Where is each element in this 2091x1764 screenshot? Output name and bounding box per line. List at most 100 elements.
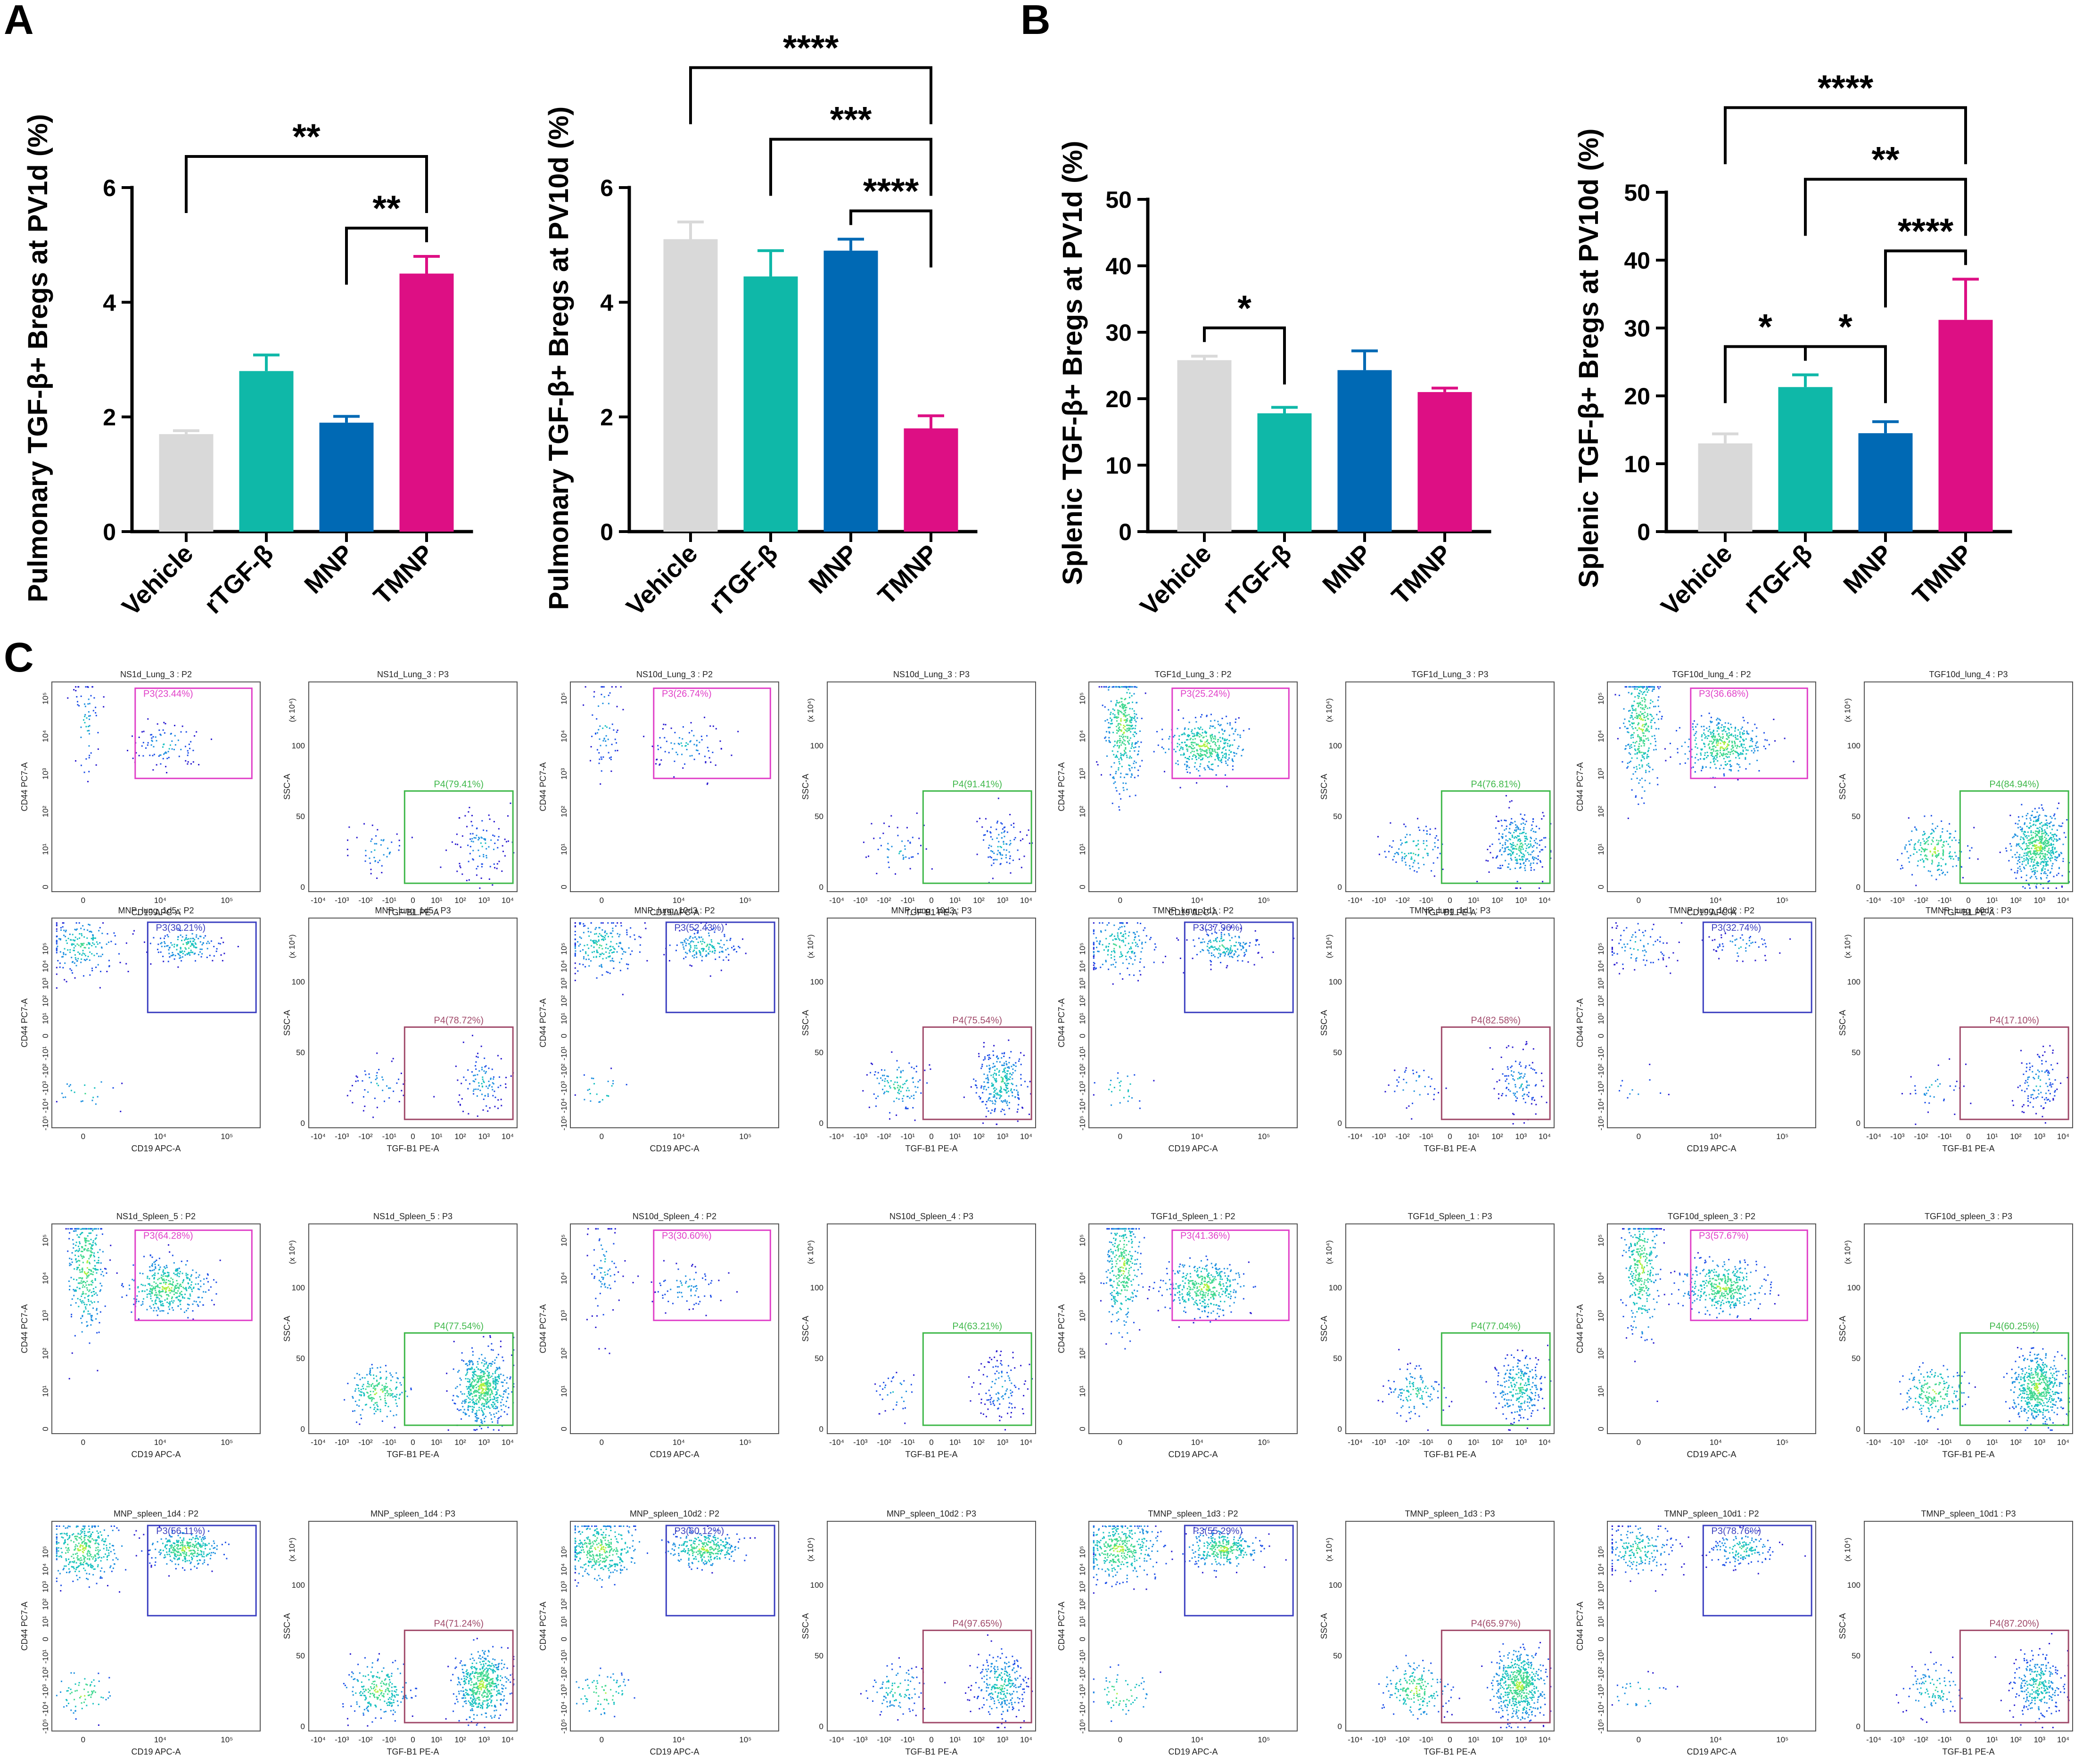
flow-event xyxy=(639,944,641,946)
flow-event xyxy=(95,706,97,708)
flow-event xyxy=(1196,782,1198,784)
flow-event xyxy=(166,934,168,936)
flow-event xyxy=(81,933,82,935)
flow-event xyxy=(1007,1090,1009,1092)
flow-event xyxy=(192,761,194,763)
flow-event xyxy=(1637,717,1638,719)
flow-event xyxy=(1220,758,1222,760)
flow-event xyxy=(714,952,716,954)
flow-event xyxy=(151,740,153,742)
flow-event xyxy=(1639,752,1641,754)
flow-event xyxy=(2039,827,2041,829)
flow-event xyxy=(2042,809,2044,811)
flow-event xyxy=(1487,849,1489,851)
flow-event xyxy=(1727,751,1729,753)
flow-event xyxy=(619,934,621,935)
flow-event xyxy=(483,1070,485,1072)
flow-event xyxy=(622,709,624,711)
flow-event xyxy=(888,1091,889,1093)
flow-event xyxy=(1631,747,1633,748)
flow-event xyxy=(2033,873,2035,875)
flow-event xyxy=(108,941,110,943)
flow-event xyxy=(1743,740,1745,742)
flow-event xyxy=(1201,749,1203,751)
flow-event xyxy=(1721,754,1723,756)
flow-event xyxy=(611,960,613,961)
flow-event xyxy=(97,964,99,966)
flow-event xyxy=(152,769,154,771)
flow-event xyxy=(2055,851,2057,853)
flow-event xyxy=(1927,870,1929,872)
flow-event xyxy=(1627,731,1629,733)
flow-event xyxy=(897,1084,899,1086)
flow-event xyxy=(2048,847,2050,849)
flow-event xyxy=(1701,736,1703,738)
flow-event xyxy=(1217,957,1219,959)
flow-x-tick: -10⁴ xyxy=(1866,896,1881,905)
flow-event xyxy=(188,743,190,745)
flow-event xyxy=(1694,762,1696,764)
flow-event xyxy=(1911,874,1913,876)
flow-event xyxy=(1644,719,1646,721)
flow-event xyxy=(364,860,366,862)
flow-event xyxy=(2044,854,2046,856)
flow-event xyxy=(2017,823,2019,825)
flow-event xyxy=(1202,758,1203,760)
flow-event xyxy=(491,1068,493,1070)
flow-event xyxy=(2036,834,2038,836)
flow-event xyxy=(1135,725,1136,727)
flow-event xyxy=(162,729,164,731)
flow-event xyxy=(1734,750,1736,752)
flow-event xyxy=(1753,752,1754,754)
flow-event xyxy=(65,935,66,937)
flow-event xyxy=(1507,866,1509,868)
flow-event xyxy=(1225,753,1227,755)
flow-event xyxy=(1942,854,1944,856)
flow-y-tick: 50 xyxy=(1852,812,1860,821)
flow-event xyxy=(1712,748,1714,750)
flow-event xyxy=(1720,742,1721,744)
flow-event xyxy=(704,942,706,944)
flow-event xyxy=(87,703,89,705)
flow-event xyxy=(1937,854,1939,856)
flow-event xyxy=(74,1091,75,1093)
flow-event xyxy=(1422,857,1424,859)
flow-event xyxy=(1528,860,1530,862)
flow-event xyxy=(2058,868,2060,870)
flow-event xyxy=(219,943,221,945)
flow-event xyxy=(1189,738,1191,740)
flow-event xyxy=(1112,939,1114,941)
flow-event xyxy=(1121,712,1123,714)
flow-event xyxy=(1009,814,1011,816)
flow-event xyxy=(1512,822,1514,824)
flow-y-tick: 10³ xyxy=(41,768,50,779)
flow-event xyxy=(476,1095,478,1097)
flow-event xyxy=(1647,714,1649,716)
flow-event xyxy=(1126,720,1128,722)
flow-event xyxy=(615,925,617,927)
flow-event xyxy=(695,945,697,947)
flow-event xyxy=(1119,701,1120,703)
flow-event xyxy=(1178,738,1180,740)
flow-event xyxy=(2042,843,2044,845)
flow-event xyxy=(1216,754,1218,755)
flow-event xyxy=(1193,751,1195,753)
flow-event xyxy=(596,977,598,979)
flow-event xyxy=(862,1090,864,1092)
flow-scale-note: (x 10⁴) xyxy=(288,935,296,959)
flow-event xyxy=(1017,1091,1019,1093)
flow-event xyxy=(1476,881,1478,883)
flow-event xyxy=(1719,755,1721,757)
flow-x-label: CD19 APC-A xyxy=(650,1144,699,1153)
flow-event xyxy=(982,1122,984,1124)
flow-event xyxy=(1638,736,1640,738)
flow-event xyxy=(2041,858,2042,860)
flow-event xyxy=(1130,731,1132,733)
flow-event xyxy=(574,944,576,945)
flow-event xyxy=(1701,749,1703,751)
flow-event xyxy=(1129,720,1131,722)
flow-event xyxy=(91,937,92,939)
flow-event xyxy=(84,722,86,723)
flow-event xyxy=(82,950,84,952)
flow-event xyxy=(985,1104,987,1106)
